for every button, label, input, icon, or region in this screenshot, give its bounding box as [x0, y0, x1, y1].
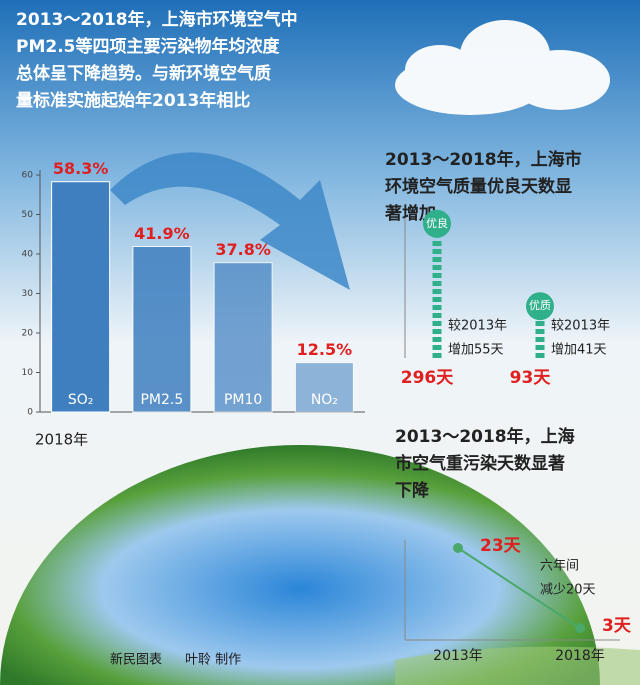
annotation: 减少20天: [540, 583, 596, 598]
category-label: NO₂: [311, 392, 338, 408]
y-tick-label: 20: [22, 329, 34, 339]
y-tick-label: 30: [22, 289, 34, 299]
annotation: 增加41天: [551, 343, 607, 358]
value-label: 93天: [510, 368, 552, 388]
y-tick-label: 60: [22, 171, 34, 181]
category-label: SO₂: [68, 392, 94, 408]
value-label: 41.9%: [134, 224, 190, 243]
headline: 总体呈下降趋势。与新环境空气质: [16, 63, 271, 84]
point: [453, 543, 463, 553]
x-tick-label: 2018年: [555, 648, 605, 664]
bar: [52, 182, 110, 412]
annotation: 增加55天: [448, 343, 504, 358]
category-label: 优质: [529, 299, 551, 312]
value-label: 296天: [401, 368, 454, 388]
y-tick-label: 10: [22, 368, 34, 378]
chart-title: 市空气重污染天数显著: [395, 453, 565, 474]
x-tick-label: 2013年: [433, 648, 483, 664]
value-label: 3天: [602, 616, 632, 636]
annotation: 六年间: [540, 559, 579, 574]
bar: [133, 246, 191, 412]
value-label: 37.8%: [215, 240, 271, 259]
bar: [214, 263, 272, 412]
annotation: 较2013年: [551, 319, 610, 334]
y-tick-label: 40: [22, 250, 34, 260]
headline: PM2.5等四项主要污染物年均浓度: [16, 36, 280, 57]
headline: 2013～2018年，上海市环境空气中: [16, 9, 298, 30]
value-label: 23天: [480, 536, 522, 556]
value-label: 12.5%: [297, 340, 353, 359]
y-tick-label: 50: [22, 210, 34, 220]
chart-title: 2013～2018年，上海: [395, 426, 575, 447]
headline: 量标准实施起始年2013年相比: [16, 90, 250, 111]
annotation: 较2013年: [448, 319, 507, 334]
chart-title: 下降: [395, 480, 430, 501]
infographic: 2013～2018年，上海市环境空气中 PM2.5等四项主要污染物年均浓度 总体…: [0, 0, 640, 685]
value-label: 58.3%: [53, 159, 109, 178]
category-label: PM10: [224, 392, 262, 408]
credit: 叶聆 制作: [185, 653, 241, 668]
chart-title: 2013～2018年，上海市: [385, 149, 582, 170]
x-axis-label: 2018年: [35, 431, 88, 449]
credit: 新民图表: [110, 652, 162, 668]
category-label: 优良: [426, 216, 448, 230]
chart-title: 环境空气质量优良天数显: [385, 176, 572, 197]
y-tick-label: 0: [27, 408, 33, 418]
point: [575, 623, 585, 633]
category-label: PM2.5: [140, 392, 183, 408]
